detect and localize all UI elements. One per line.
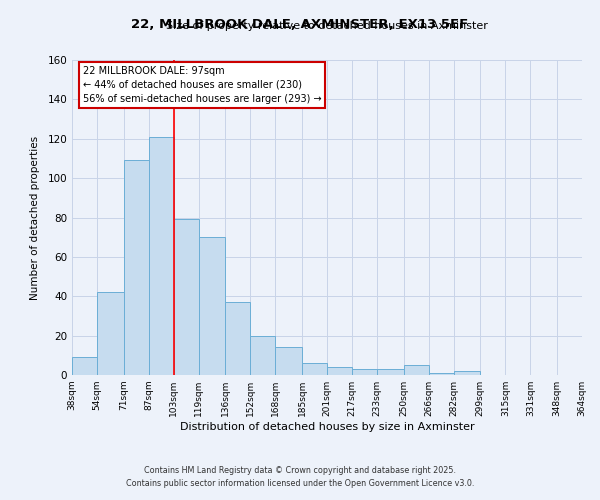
Text: Contains HM Land Registry data © Crown copyright and database right 2025.
Contai: Contains HM Land Registry data © Crown c… xyxy=(126,466,474,487)
Bar xyxy=(149,137,173,375)
Bar xyxy=(250,336,275,375)
Y-axis label: Number of detached properties: Number of detached properties xyxy=(31,136,40,300)
Bar xyxy=(72,358,97,375)
Text: 22 MILLBROOK DALE: 97sqm
← 44% of detached houses are smaller (230)
56% of semi-: 22 MILLBROOK DALE: 97sqm ← 44% of detach… xyxy=(83,66,322,104)
Bar xyxy=(454,371,481,375)
Bar xyxy=(404,365,428,375)
Bar xyxy=(275,348,302,375)
Title: Size of property relative to detached houses in Axminster: Size of property relative to detached ho… xyxy=(166,22,488,32)
X-axis label: Distribution of detached houses by size in Axminster: Distribution of detached houses by size … xyxy=(179,422,475,432)
Bar xyxy=(327,367,352,375)
Text: 22, MILLBROOK DALE, AXMINSTER, EX13 5EF: 22, MILLBROOK DALE, AXMINSTER, EX13 5EF xyxy=(131,18,469,30)
Bar xyxy=(124,160,149,375)
Bar xyxy=(302,363,327,375)
Bar xyxy=(352,369,377,375)
Bar xyxy=(199,237,226,375)
Bar xyxy=(428,373,454,375)
Bar xyxy=(173,220,199,375)
Bar xyxy=(97,292,124,375)
Bar xyxy=(226,302,250,375)
Bar xyxy=(377,369,404,375)
